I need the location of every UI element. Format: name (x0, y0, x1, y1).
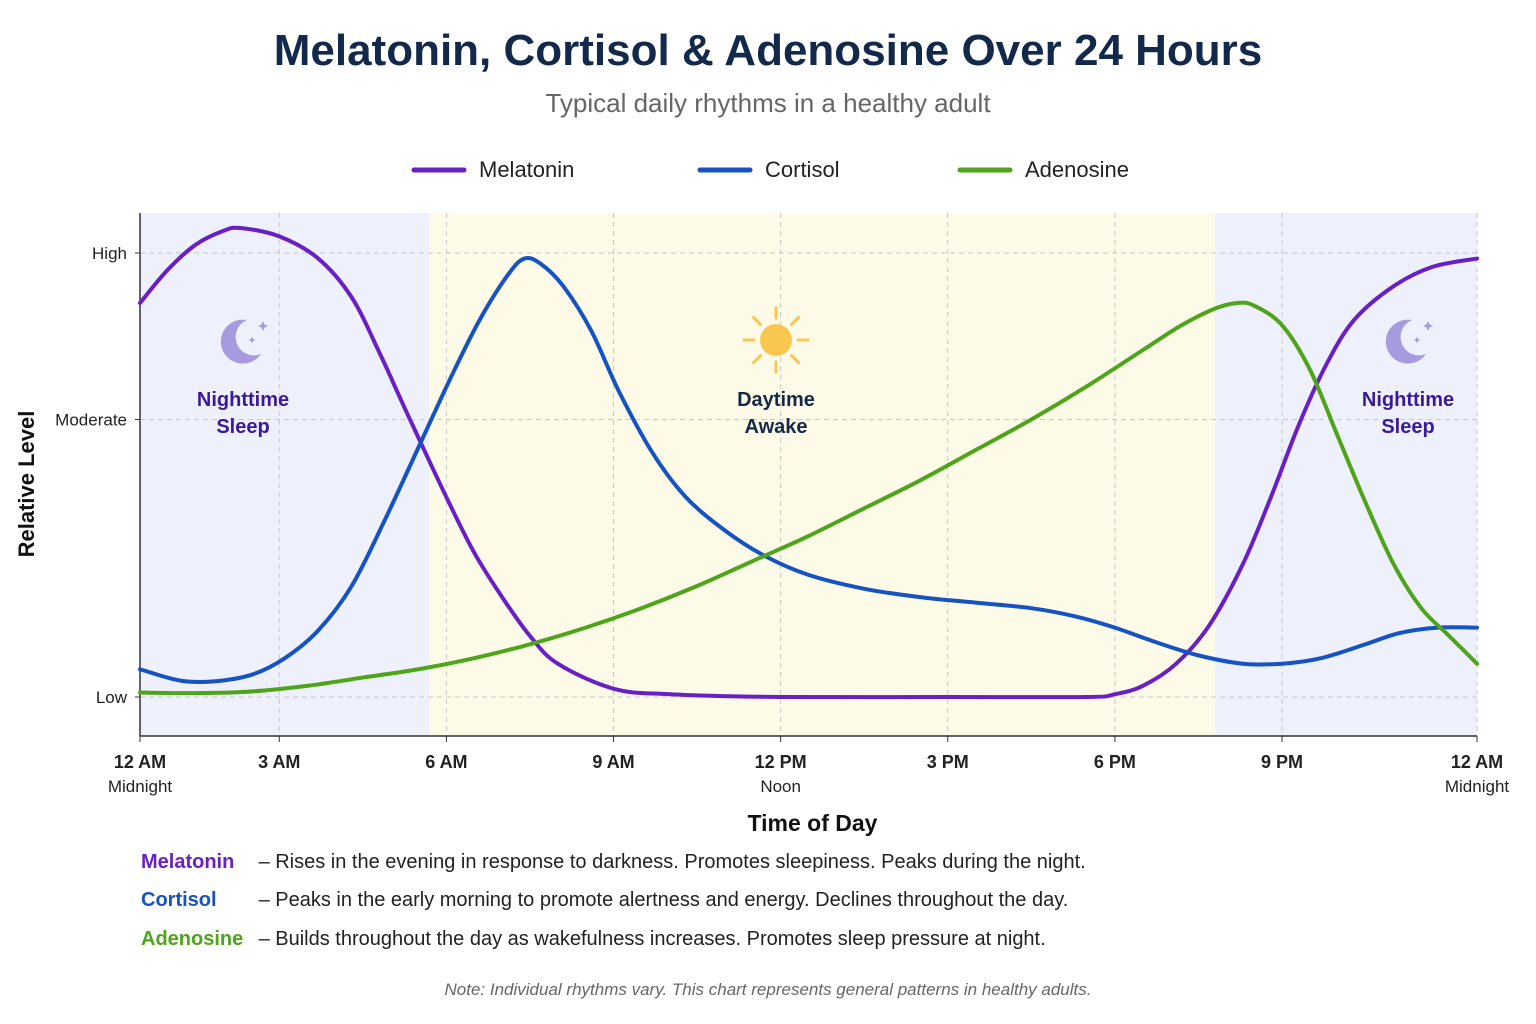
star-shape (248, 336, 256, 344)
night-region-background (140, 213, 430, 736)
series-line-adenosine (138, 300, 1479, 696)
sun-ray (751, 315, 762, 326)
legend-label: Melatonin (479, 157, 574, 182)
chart-subtitle: Typical daily rhythms in a healthy adult (545, 88, 991, 118)
description-adenosine: Adenosine – Builds throughout the day as… (141, 928, 1046, 951)
y-tick-label: High (92, 244, 127, 263)
x-tick-label: 3 PM (927, 752, 969, 772)
sun-icon (742, 306, 810, 374)
moon-shape (1385, 319, 1426, 364)
region-label: Awake (744, 416, 807, 438)
series-line-cortisol (138, 255, 1479, 685)
region-label: Nighttime (1362, 389, 1454, 411)
x-tick-label: 9 PM (1261, 752, 1303, 772)
star-shape (1423, 321, 1433, 331)
chart-title: Melatonin, Cortisol & Adenosine Over 24 … (273, 26, 1263, 75)
description-text: – Builds throughout the day as wakefulne… (258, 928, 1046, 950)
series-line-melatonin (138, 225, 1479, 700)
region-label: Daytime (737, 389, 815, 411)
description-cortisol: Cortisol – Peaks in the early morning to… (141, 889, 1068, 912)
legend-item-melatonin: Melatonin (411, 157, 574, 182)
x-tick-label: 9 AM (592, 752, 634, 772)
x-tick-label: 3 AM (258, 752, 300, 772)
y-axis-title: Relative Level (14, 411, 39, 558)
y-tick-label: Moderate (55, 411, 127, 430)
x-tick-label: 12 AM (114, 752, 166, 772)
x-tick-label: 12 AM (1451, 752, 1503, 772)
legend-item-adenosine: Adenosine (957, 157, 1129, 182)
footnote: Note: Individual rhythms vary. This char… (444, 980, 1092, 999)
night-region-background (1215, 213, 1477, 736)
x-tick-label: 6 PM (1094, 752, 1136, 772)
description-text: – Rises in the evening in response to da… (258, 851, 1086, 873)
description-text: – Peaks in the early morning to promote … (258, 889, 1069, 911)
sun-ray (751, 354, 762, 365)
y-tick-label: Low (96, 688, 128, 707)
sun-disc (760, 324, 792, 356)
star-shape (258, 321, 268, 331)
x-tick-label: 6 AM (425, 752, 467, 772)
region-label: Sleep (1381, 416, 1434, 438)
description-melatonin: Melatonin – Rises in the evening in resp… (141, 851, 1086, 874)
description-name: Adenosine (141, 928, 244, 950)
description-name: Cortisol (141, 889, 217, 911)
moon-shape (220, 319, 261, 364)
day-region-background (429, 213, 1216, 736)
legend-label: Cortisol (765, 157, 840, 182)
moon-icon (220, 319, 268, 364)
legend-label: Adenosine (1025, 157, 1129, 182)
x-tick-sublabel: Noon (760, 777, 801, 796)
region-label: Nighttime (197, 389, 289, 411)
moon-icon (1385, 319, 1433, 364)
description-name: Melatonin (141, 851, 235, 873)
region-label: Sleep (216, 416, 269, 438)
x-axis-title: Time of Day (748, 810, 878, 836)
sun-ray (790, 354, 801, 365)
x-tick-sublabel: Midnight (108, 777, 173, 796)
sun-ray (790, 315, 801, 326)
star-shape (1413, 336, 1421, 344)
x-tick-label: 12 PM (755, 752, 807, 772)
x-tick-sublabel: Midnight (1445, 777, 1510, 796)
legend-item-cortisol: Cortisol (697, 157, 840, 182)
